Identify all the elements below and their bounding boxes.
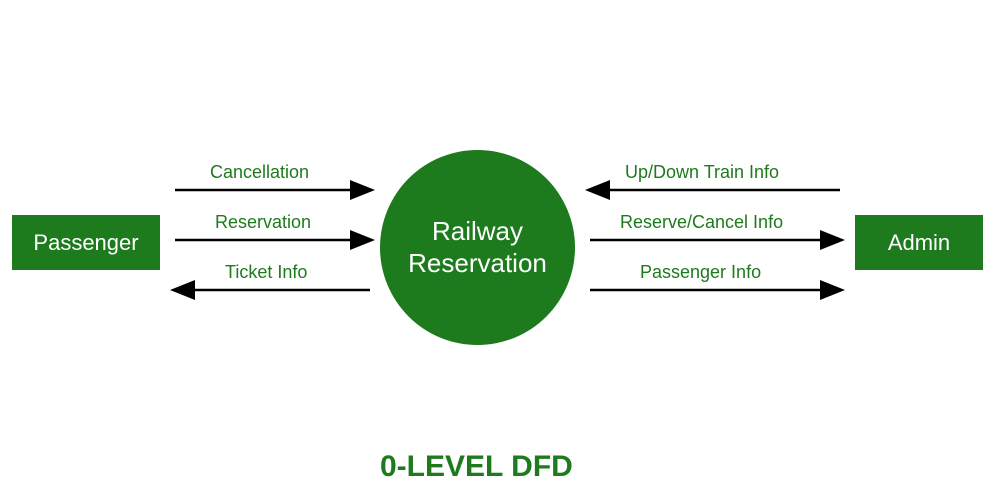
flow-label-reservation: Reservation: [215, 212, 311, 233]
entity-passenger-label: Passenger: [33, 230, 138, 256]
flow-label-ticket-info: Ticket Info: [225, 262, 307, 283]
flow-label-updown-train-info: Up/Down Train Info: [625, 162, 779, 183]
flow-label-passenger-info: Passenger Info: [640, 262, 761, 283]
flow-label-cancellation: Cancellation: [210, 162, 309, 183]
entity-admin: Admin: [855, 215, 983, 270]
process-label-line2: Reservation: [408, 248, 547, 279]
entity-passenger: Passenger: [12, 215, 160, 270]
process-label-line1: Railway: [432, 216, 523, 247]
diagram-title: 0-LEVEL DFD: [380, 450, 573, 484]
process-railway-reservation: Railway Reservation: [380, 150, 575, 345]
entity-admin-label: Admin: [888, 230, 950, 256]
flow-label-reserve-cancel-info: Reserve/Cancel Info: [620, 212, 783, 233]
